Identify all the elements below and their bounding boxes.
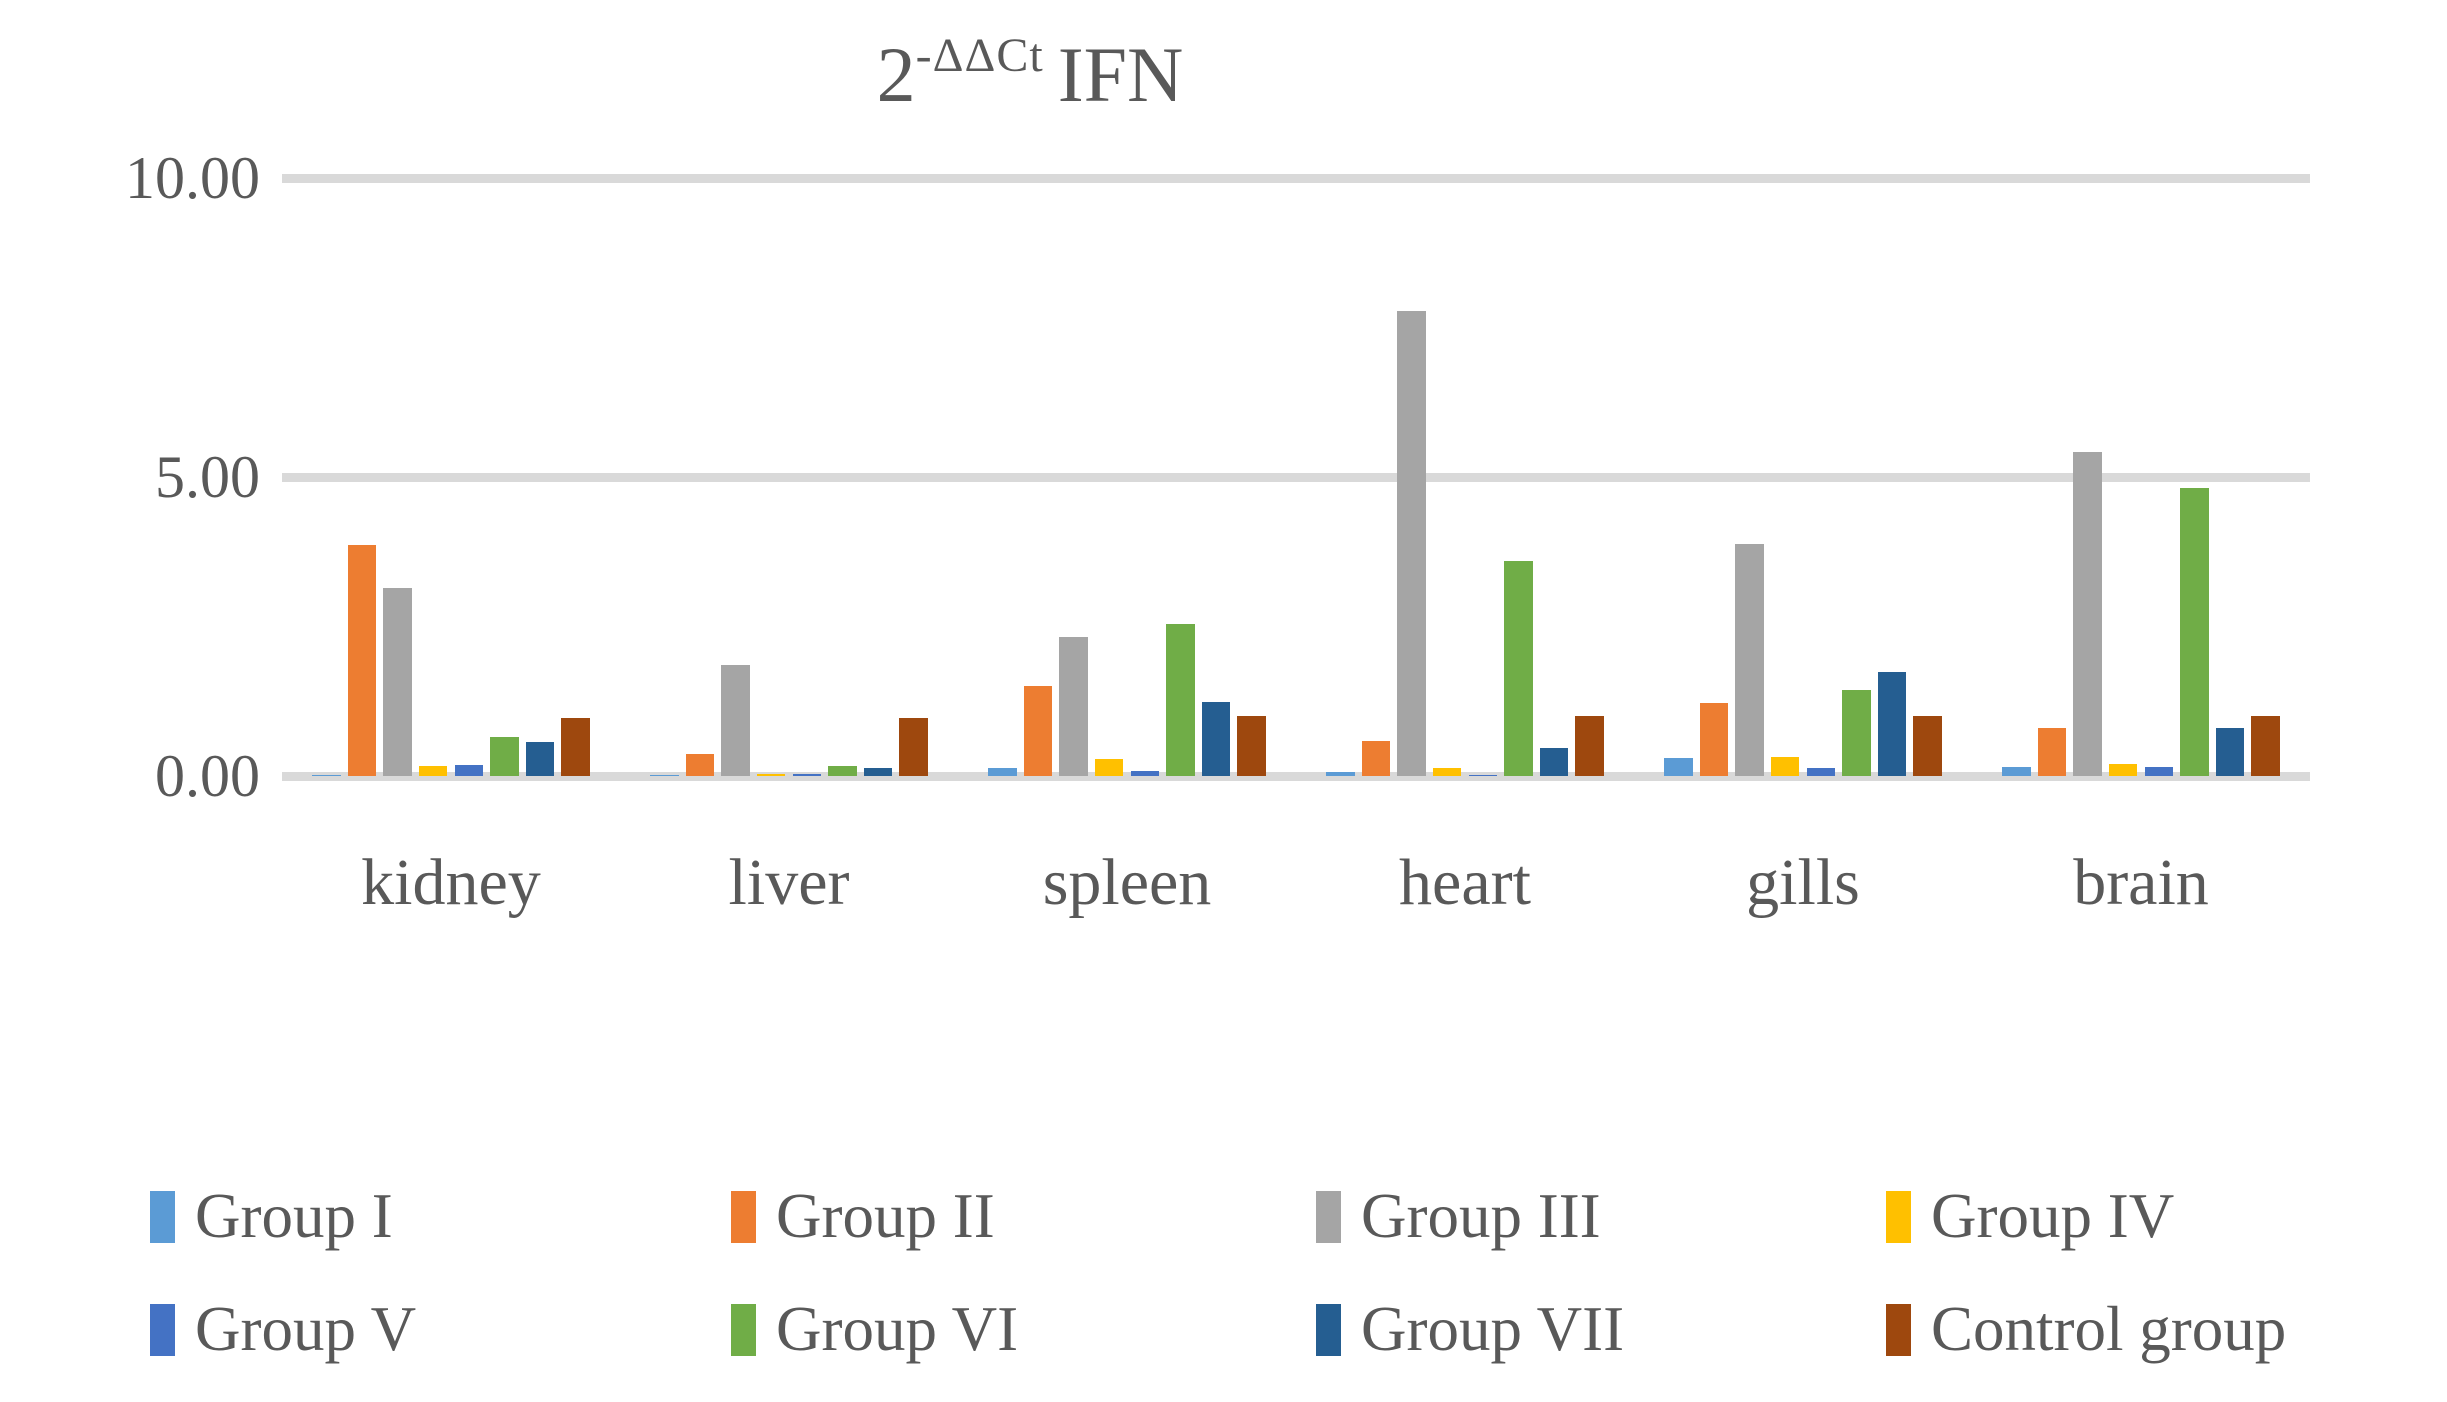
chart-title: 2-ΔΔCt IFN: [560, 29, 1500, 120]
legend-label: Group VII: [1361, 1294, 1625, 1364]
bar: [561, 718, 590, 776]
bar: [1433, 768, 1462, 776]
bar: [988, 768, 1017, 776]
bar: [2109, 764, 2138, 776]
y-axis-tick-label: 0.00: [155, 743, 260, 809]
bar: [347, 545, 377, 776]
bar: [757, 774, 786, 776]
bar: [525, 742, 555, 776]
bar: [383, 588, 412, 776]
bar: [1166, 624, 1195, 776]
legend-swatch: [150, 1190, 175, 1243]
legend-label: Control group: [1931, 1294, 2287, 1364]
legend-label: Group II: [776, 1181, 995, 1251]
legend-item: Group III: [1316, 1180, 1601, 1253]
bar: [419, 766, 448, 776]
category-label: gills: [1746, 846, 1860, 919]
legend-item: Group VII: [1316, 1293, 1624, 1366]
bar: [1504, 561, 1533, 776]
bar: [1023, 686, 1053, 776]
bar: [685, 754, 715, 776]
legend-item: Group II: [731, 1180, 995, 1253]
bar: [490, 737, 519, 776]
bar: [1361, 741, 1391, 776]
legend-swatch: [731, 1303, 756, 1356]
bar: [1877, 672, 1907, 776]
gridline: [282, 772, 2310, 781]
bar: [1468, 775, 1497, 776]
legend-swatch: [150, 1303, 175, 1356]
legend-swatch: [1886, 1190, 1911, 1243]
legend-item: Group V: [150, 1293, 416, 1366]
bar: [2180, 488, 2209, 776]
category-label: brain: [2073, 846, 2209, 919]
legend-swatch: [1316, 1190, 1341, 1243]
legend-label: Group VI: [776, 1294, 1019, 1364]
legend-label: Group III: [1361, 1181, 1601, 1251]
bar: [863, 768, 893, 776]
y-axis-tick-label: 10.00: [125, 145, 260, 211]
legend-item: Control group: [1886, 1293, 2286, 1366]
bar: [1201, 702, 1231, 776]
bar: [1771, 757, 1800, 776]
bar: [1095, 759, 1124, 776]
bar: [2073, 452, 2102, 776]
bar: [1130, 771, 1159, 776]
bar: [312, 775, 341, 776]
bar: [1806, 768, 1835, 776]
legend-swatch: [731, 1190, 756, 1243]
bar: [1664, 758, 1693, 776]
bar: [1842, 690, 1871, 776]
legend-swatch: [1886, 1303, 1911, 1356]
legend-item: Group I: [150, 1180, 393, 1253]
legend-item: Group VI: [731, 1293, 1018, 1366]
legend-item: Group IV: [1886, 1180, 2174, 1253]
gridline: [282, 473, 2310, 482]
bar: [1699, 703, 1729, 776]
gridline: [282, 174, 2310, 183]
bar: [2251, 716, 2280, 776]
bar: [2002, 767, 2031, 776]
title-base: 2: [876, 31, 916, 118]
category-label: kidney: [361, 846, 541, 919]
title-exponent: -ΔΔCt: [915, 29, 1044, 82]
bar: [1326, 772, 1355, 776]
bar: [650, 775, 679, 776]
bar: [1913, 716, 1942, 776]
bar: [1237, 716, 1266, 776]
bar: [2037, 728, 2067, 776]
legend-label: Group IV: [1931, 1181, 2175, 1251]
legend-label: Group I: [195, 1181, 393, 1251]
category-label: spleen: [1042, 846, 1212, 919]
legend-label: Group V: [195, 1294, 417, 1364]
bar: [828, 766, 857, 776]
bar: [454, 765, 483, 776]
category-label: liver: [728, 846, 850, 919]
bar: [1575, 716, 1604, 776]
bar: [1059, 637, 1088, 776]
bar: [1735, 544, 1764, 776]
bar: [899, 718, 928, 776]
legend-swatch: [1316, 1303, 1341, 1356]
bar: [1397, 311, 1426, 776]
bar: [2144, 767, 2173, 776]
bar: [792, 774, 821, 776]
bar: [1539, 748, 1569, 776]
bar: [2215, 728, 2245, 776]
category-label: heart: [1399, 846, 1531, 919]
title-suffix: IFN: [1057, 31, 1184, 118]
y-axis-tick-label: 5.00: [155, 444, 260, 510]
bar: [721, 665, 750, 776]
